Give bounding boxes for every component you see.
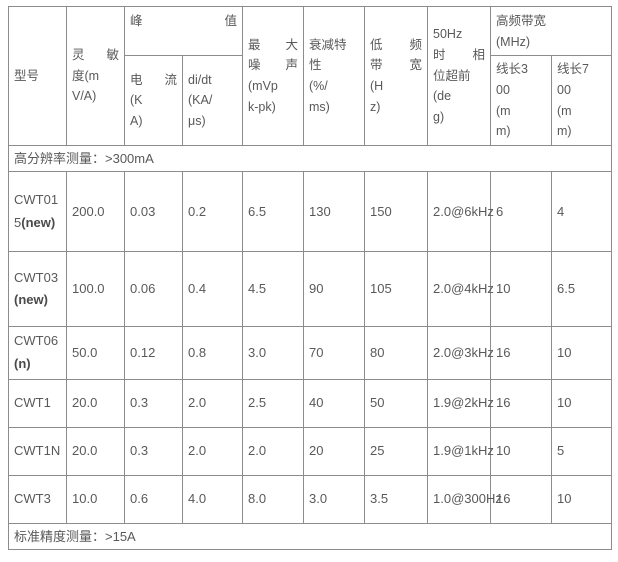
cell-len300: 16 [490, 326, 553, 380]
cell-max-noise: 2.0 [242, 426, 305, 476]
header-sensitivity: 灵敏 度(m V/A) [66, 6, 125, 146]
header-peak-didt: di/dt (KA/ μs) [181, 55, 244, 146]
cell-sensitivity: 200.0 [66, 171, 125, 253]
cell-len300: 10 [490, 426, 553, 476]
cell-len700: 10 [551, 378, 613, 428]
table-row: CWT1N 20.0 0.3 2.0 2.0 20 25 1.9@1kHz 10… [8, 426, 613, 476]
cell-max-noise: 8.0 [242, 474, 305, 524]
section-title-standard-accuracy: 标准精度测量：>15A [7, 522, 613, 551]
cell-peak-current: 0.12 [124, 326, 183, 380]
cell-decay: 40 [303, 378, 366, 428]
cell-sensitivity: 50.0 [66, 326, 125, 380]
header-group-peak: 峰 值 [123, 5, 244, 57]
header-row-top: 型号 灵敏 度(m V/A) 峰 值 最 大 噪 声 (mVp k-pk) 衰减… [8, 5, 613, 146]
section-title-high-resolution: 高分辨率测量：>300mA [7, 144, 613, 173]
cell-didt: 0.4 [181, 251, 244, 328]
cell-didt: 4.0 [181, 474, 244, 524]
section-header-row: 标准精度测量：>15A [7, 522, 613, 551]
cell-phase-50hz: 2.0@6kHz [427, 171, 494, 253]
cell-didt: 2.0 [181, 426, 244, 476]
cell-sensitivity: 20.0 [66, 378, 125, 428]
cell-phase-50hz: 1.9@1kHz [427, 426, 494, 476]
model-plain: CWT3 [14, 490, 51, 506]
cell-len300: 16 [490, 474, 553, 524]
cell-peak-current: 0.3 [124, 378, 183, 428]
cell-peak-current: 0.03 [124, 171, 183, 253]
model-plain: CWT1N [14, 442, 61, 458]
cell-sensitivity: 10.0 [66, 474, 125, 524]
cell-sensitivity: 100.0 [66, 251, 125, 328]
cell-max-noise: 3.0 [242, 326, 305, 380]
cell-phase-50hz: 2.0@3kHz [427, 326, 494, 380]
cell-decay: 70 [303, 326, 366, 380]
cell-low-bandwidth: 150 [364, 171, 429, 253]
cell-didt: 2.0 [181, 378, 244, 428]
cell-phase-50hz: 1.9@2kHz [427, 378, 494, 428]
section-header-row: 高分辨率测量：>300mA [7, 144, 613, 173]
model-suffix: (new) [21, 214, 56, 230]
header-decay: 衰减特 性 (%/ ms) [303, 6, 366, 146]
cell-len700: 10 [551, 474, 613, 524]
cell-low-bandwidth: 50 [364, 378, 429, 428]
model-plain: CWT1 [14, 394, 51, 410]
cell-len700: 6.5 [551, 251, 613, 328]
header-cable-length-300: 线长3 00 (m m) [490, 55, 553, 146]
model-suffix: (new) [14, 292, 48, 308]
cell-model: CWT03 (new) [8, 251, 67, 328]
cell-decay: 3.0 [303, 474, 366, 524]
cell-decay: 90 [303, 251, 366, 328]
table-row: CWT06 (n) 50.0 0.12 0.8 3.0 70 80 2.0@3kH… [8, 326, 613, 380]
cell-model: CWT3 [8, 474, 67, 524]
specification-table: 型号 灵敏 度(m V/A) 峰 值 最 大 噪 声 (mVp k-pk) 衰减… [7, 5, 613, 551]
cell-phase-50hz: 1.0@300Hz [427, 474, 502, 524]
cell-model: CWT015(new) [8, 171, 67, 253]
cell-peak-current: 0.06 [124, 251, 183, 328]
cell-model: CWT1N [8, 426, 67, 476]
table-row: CWT015(new) 200.0 0.03 0.2 6.5 130 150 2… [8, 171, 613, 253]
cell-didt: 0.2 [181, 171, 244, 253]
table-row: CWT03 (new) 100.0 0.06 0.4 4.5 90 105 2.0… [8, 251, 613, 328]
header-group-high-bandwidth: 高频带宽 (MHz) [490, 5, 613, 57]
table-row: CWT1 20.0 0.3 2.0 2.5 40 50 1.9@2kHz 16 … [8, 378, 613, 428]
cell-phase-50hz: 2.0@4kHz [427, 251, 494, 328]
model-plain: CWT03 [14, 269, 59, 285]
model-plain: CWT015 [14, 192, 59, 230]
cell-model: CWT1 [8, 378, 67, 428]
header-cable-length-700: 线长7 00 (m m) [551, 55, 613, 146]
cell-len700: 5 [551, 426, 613, 476]
header-low-bandwidth: 低频 带宽 (H z) [364, 6, 429, 146]
header-max-noise: 最 大 噪 声 (mVp k-pk) [242, 6, 305, 146]
cell-max-noise: 4.5 [242, 251, 305, 328]
header-row-bottom: 电 流 (K A) di/dt (KA/ μs) 线长3 00 (m m) 线长… [9, 55, 613, 146]
header-peak-current: 电 流 (K A) [124, 55, 183, 146]
cell-peak-current: 0.6 [124, 474, 183, 524]
cell-len300: 6 [490, 171, 553, 253]
cell-len300: 16 [490, 378, 553, 428]
cell-model: CWT06 (n) [8, 326, 67, 380]
model-plain: CWT06 [14, 333, 59, 349]
cell-peak-current: 0.3 [124, 426, 183, 476]
cell-max-noise: 6.5 [242, 171, 305, 253]
cell-decay: 20 [303, 426, 366, 476]
cell-len700: 10 [551, 326, 613, 380]
table-row: CWT3 10.0 0.6 4.0 8.0 3.0 3.5 1.0@300Hz … [8, 474, 613, 524]
cell-sensitivity: 20.0 [66, 426, 125, 476]
cell-low-bandwidth: 25 [364, 426, 429, 476]
cell-low-bandwidth: 80 [364, 326, 429, 380]
header-phase-50hz: 50Hz 时 相 位超前 (de g) [427, 6, 492, 146]
cell-max-noise: 2.5 [242, 378, 305, 428]
model-suffix: (n) [14, 356, 31, 371]
cell-low-bandwidth: 105 [364, 251, 429, 328]
cell-len300: 10 [490, 251, 553, 328]
cell-decay: 130 [303, 171, 366, 253]
header-model: 型号 [8, 6, 67, 146]
cell-low-bandwidth: 3.5 [364, 474, 429, 524]
cell-didt: 0.8 [181, 326, 244, 380]
cell-len700: 4 [551, 171, 613, 253]
